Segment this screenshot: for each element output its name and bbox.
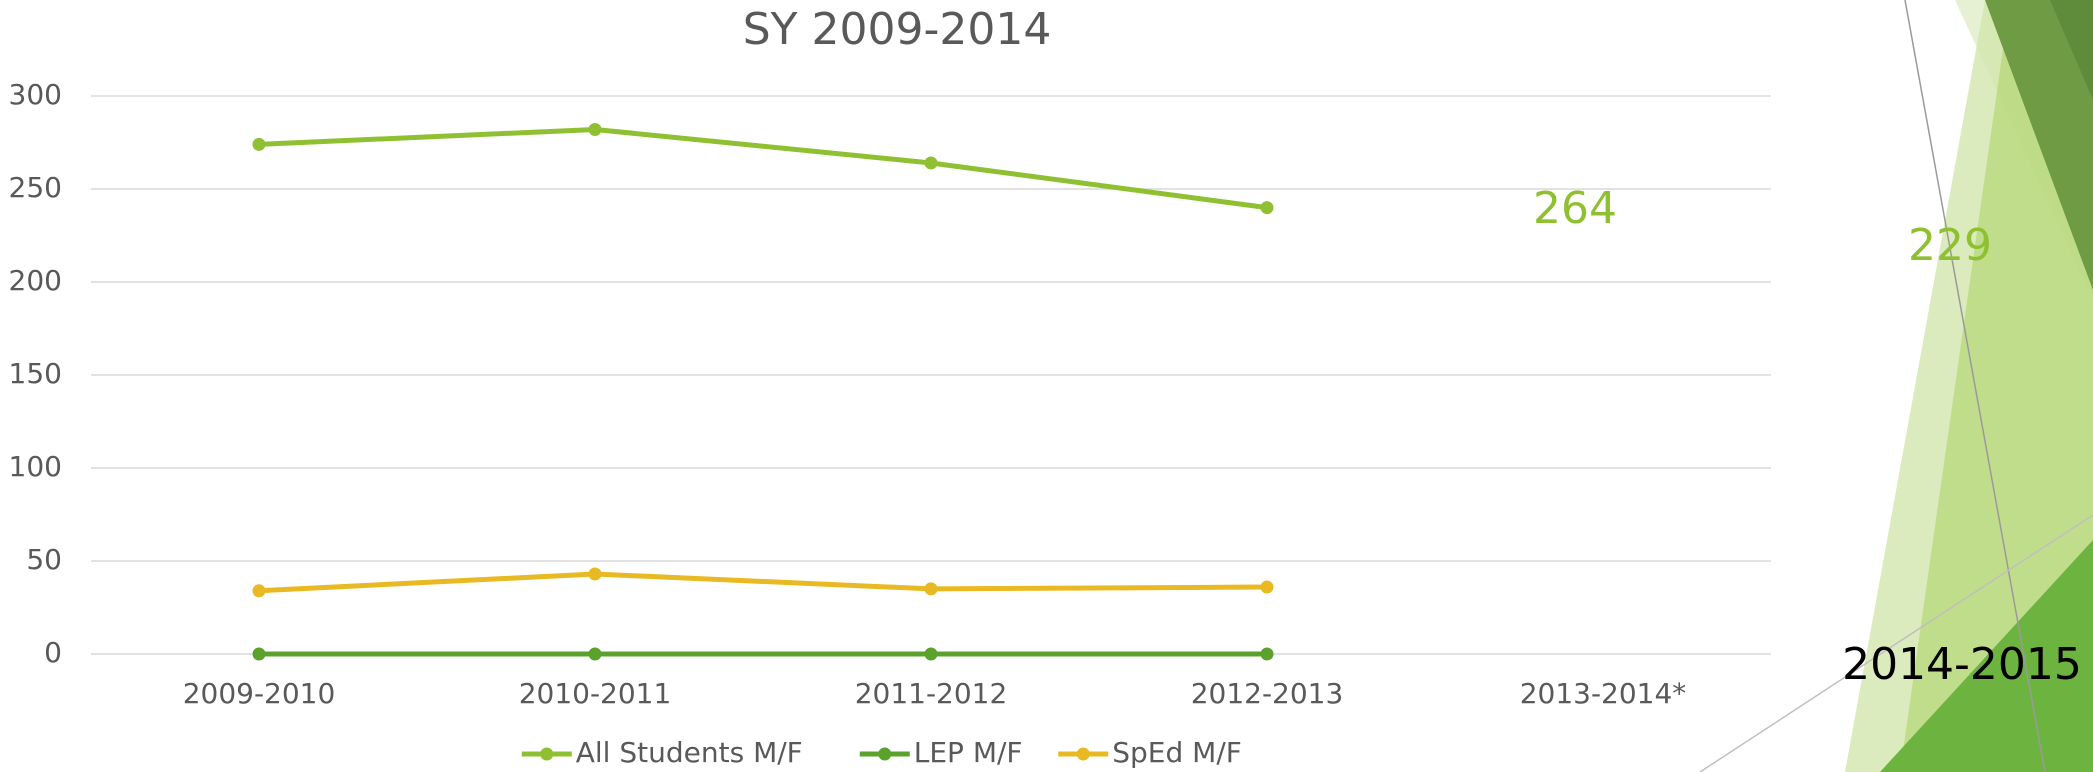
data-point xyxy=(1261,648,1274,661)
legend-label: SpEd M/F xyxy=(1112,736,1242,769)
series-line xyxy=(259,574,1267,591)
data-point xyxy=(925,156,938,169)
chart: SY 2009-2014 0 50 100 150 200 250 300 2009-2010… xyxy=(0,0,2093,772)
data-point xyxy=(1261,581,1274,594)
data-point xyxy=(253,584,266,597)
legend-label: LEP M/F xyxy=(914,736,1023,769)
data-point xyxy=(253,138,266,151)
legend-marker xyxy=(1077,748,1090,761)
data-point xyxy=(589,123,602,136)
x-tick-label: 2012-2013 xyxy=(1191,677,1344,710)
y-tick-label: 0 xyxy=(44,636,62,669)
annotation: 264 xyxy=(1533,183,1617,234)
series-line xyxy=(259,129,1267,207)
x-tick-label: 2009-2010 xyxy=(183,677,336,710)
x-tick-label: 2011-2012 xyxy=(855,677,1008,710)
data-point xyxy=(925,582,938,595)
annotation: 229 xyxy=(1908,220,1992,271)
data-point xyxy=(589,648,602,661)
data-point xyxy=(925,648,938,661)
y-tick-label: 200 xyxy=(9,264,62,297)
legend-label: All Students M/F xyxy=(576,736,803,769)
x-tick-label: 2013-2014* xyxy=(1520,677,1687,710)
data-point xyxy=(253,648,266,661)
x-tick-label: 2010-2011 xyxy=(519,677,672,710)
page: {"chart_data": {"type": "line", "title":… xyxy=(0,0,2093,772)
chart-title: SY 2009-2014 xyxy=(743,4,1052,55)
legend-marker xyxy=(878,748,891,761)
y-tick-label: 100 xyxy=(9,450,62,483)
data-point xyxy=(1261,201,1274,214)
y-tick-label: 300 xyxy=(9,78,62,111)
legend-marker xyxy=(540,748,553,761)
y-tick-label: 50 xyxy=(26,543,62,576)
data-point xyxy=(589,568,602,581)
annotation: 2014-2015 xyxy=(1842,639,2082,690)
y-tick-label: 250 xyxy=(9,171,62,204)
y-tick-label: 150 xyxy=(9,357,62,390)
